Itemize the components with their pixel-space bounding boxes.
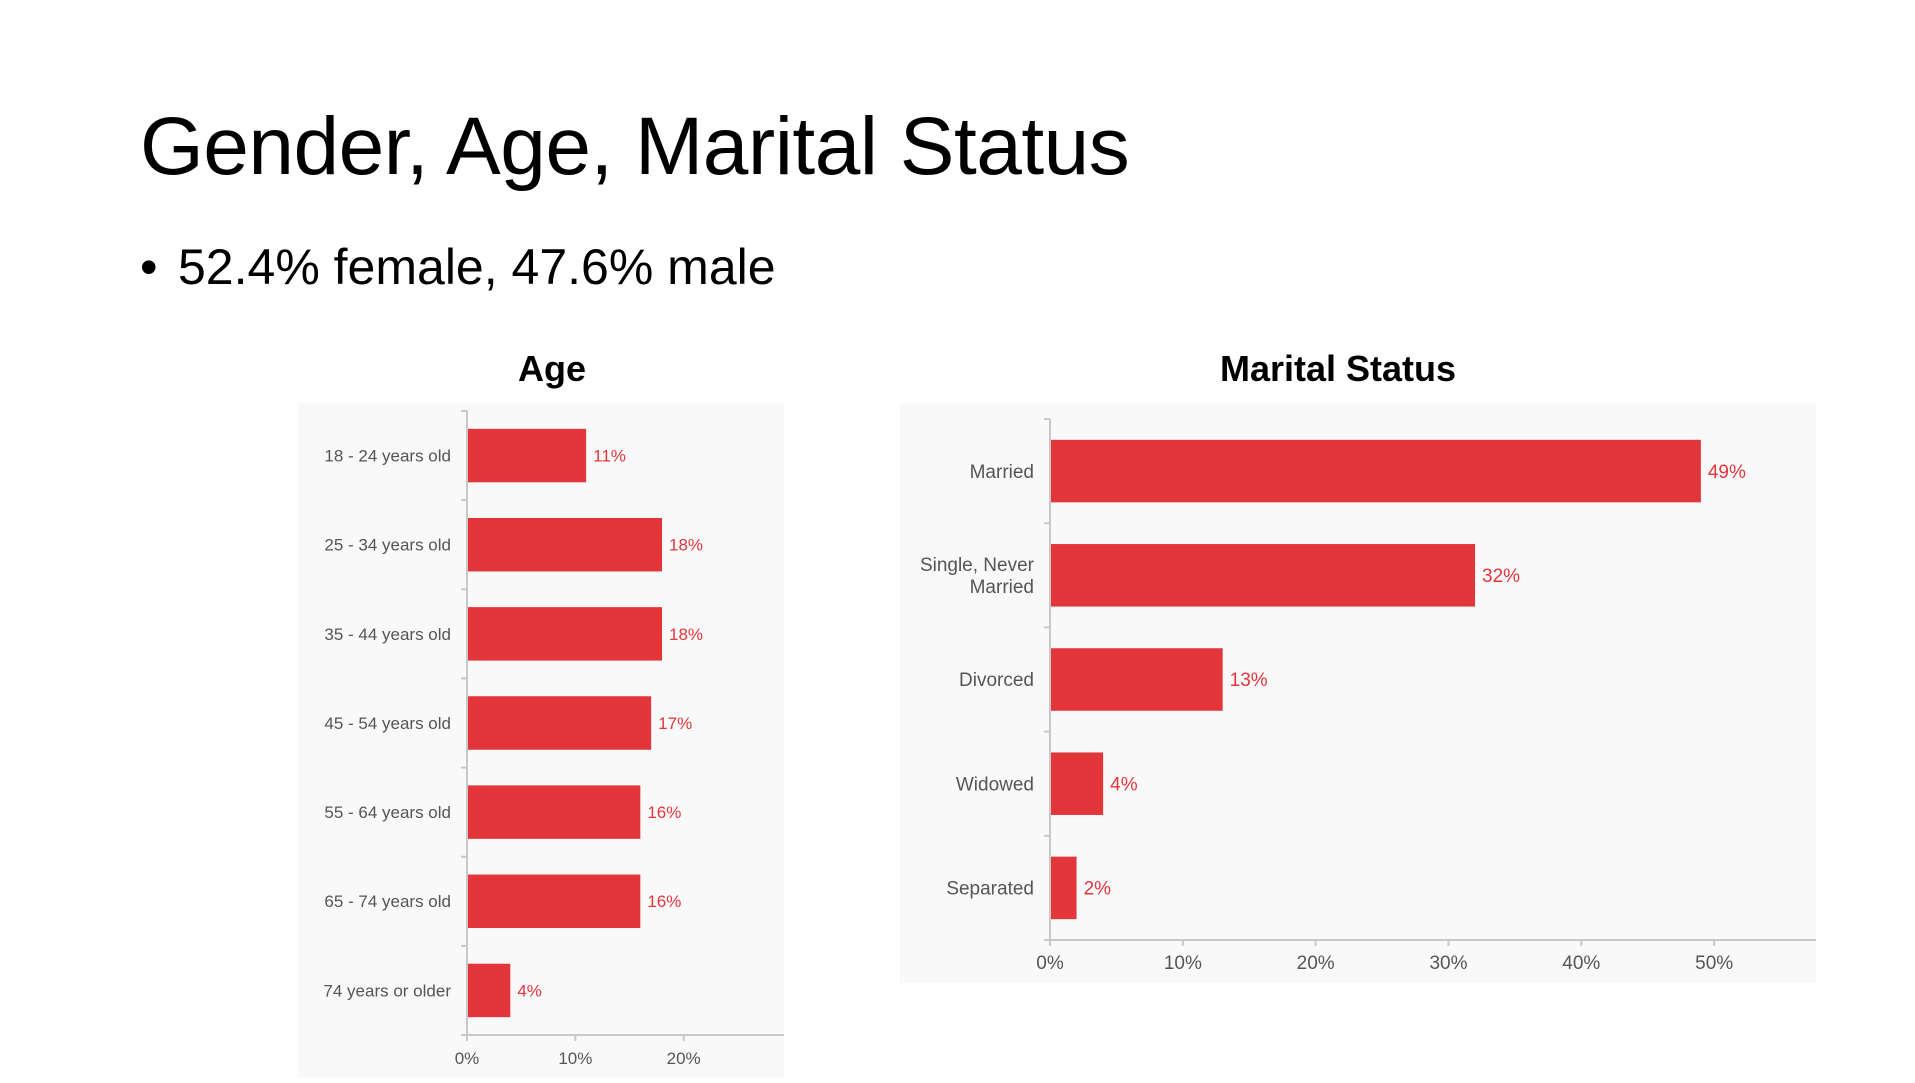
age-category-label: 25 - 34 years old xyxy=(324,536,451,555)
slide-title: Gender, Age, Marital Status xyxy=(140,101,1130,192)
marital-chart-svg: 0% 10% 20% 30% 40% 50% 49% Married 32% Single, Ne… xyxy=(920,418,1816,974)
marital-x-tick-label: 50% xyxy=(1695,953,1733,974)
age-category-label: 55 - 64 years old xyxy=(324,803,451,822)
age-bar xyxy=(468,428,587,483)
marital-category-label: Divorced xyxy=(959,670,1034,691)
marital-bar xyxy=(1051,544,1476,607)
marital-bar xyxy=(1051,856,1077,920)
age-chart: 0% 10% 20% 11% 18 - 24 years old 18% 25 - 34 y… xyxy=(298,403,784,1078)
age-x-tick-label: 20% xyxy=(667,1049,701,1068)
age-x-tick-label: 10% xyxy=(558,1049,592,1068)
marital-value-label: 4% xyxy=(1110,774,1138,795)
bullet-icon: • xyxy=(140,239,158,295)
age-value-label: 16% xyxy=(647,803,681,822)
marital-value-label: 49% xyxy=(1708,462,1746,483)
marital-category-label: Widowed xyxy=(956,774,1034,795)
age-category-label: 65 - 74 years old xyxy=(324,892,451,911)
marital-category-label: Married xyxy=(970,462,1034,483)
age-category-label: 45 - 54 years old xyxy=(324,714,451,733)
marital-chart: 0% 10% 20% 30% 40% 50% 49% Married 32% Single, Ne… xyxy=(900,403,1816,983)
age-value-label: 11% xyxy=(593,447,626,466)
age-category-label: 35 - 44 years old xyxy=(324,625,451,644)
age-bar xyxy=(468,696,652,750)
marital-x-tick-label: 10% xyxy=(1164,953,1202,974)
age-chart-svg: 0% 10% 20% 11% 18 - 24 years old 18% 25 - 34 y… xyxy=(323,410,784,1068)
age-category-label: 18 - 24 years old xyxy=(324,447,451,466)
age-value-label: 18% xyxy=(669,625,703,644)
marital-category-label: Separated xyxy=(946,879,1034,900)
age-value-label: 17% xyxy=(658,714,692,733)
marital-x-tick-label: 40% xyxy=(1562,953,1600,974)
marital-value-label: 2% xyxy=(1084,879,1112,900)
bullet-point: • 52.4% female, 47.6% male xyxy=(140,238,776,296)
marital-bar xyxy=(1051,648,1223,711)
marital-x-tick-label: 20% xyxy=(1297,953,1335,974)
marital-category-label: Married xyxy=(970,577,1034,598)
marital-bar xyxy=(1051,439,1701,503)
age-bar xyxy=(468,517,662,572)
marital-value-label: 13% xyxy=(1230,670,1268,691)
age-bar xyxy=(468,785,641,839)
marital-value-label: 32% xyxy=(1482,566,1520,587)
marital-x-tick-label: 0% xyxy=(1036,953,1064,974)
age-value-label: 16% xyxy=(647,892,681,911)
age-chart-title: Age xyxy=(517,348,587,389)
age-bar xyxy=(468,874,641,929)
bullet-text: 52.4% female, 47.6% male xyxy=(178,239,776,295)
age-bar xyxy=(468,963,511,1018)
age-category-label: 74 years or older xyxy=(323,981,451,1000)
marital-chart-title: Marital Status xyxy=(1219,348,1457,389)
age-value-label: 4% xyxy=(517,981,542,1000)
marital-x-tick-label: 30% xyxy=(1429,953,1467,974)
age-x-tick-label: 0% xyxy=(455,1049,480,1068)
marital-bar xyxy=(1051,752,1104,815)
age-value-label: 18% xyxy=(669,536,703,555)
age-bar xyxy=(468,607,662,661)
marital-category-label: Single, Never xyxy=(920,555,1035,576)
